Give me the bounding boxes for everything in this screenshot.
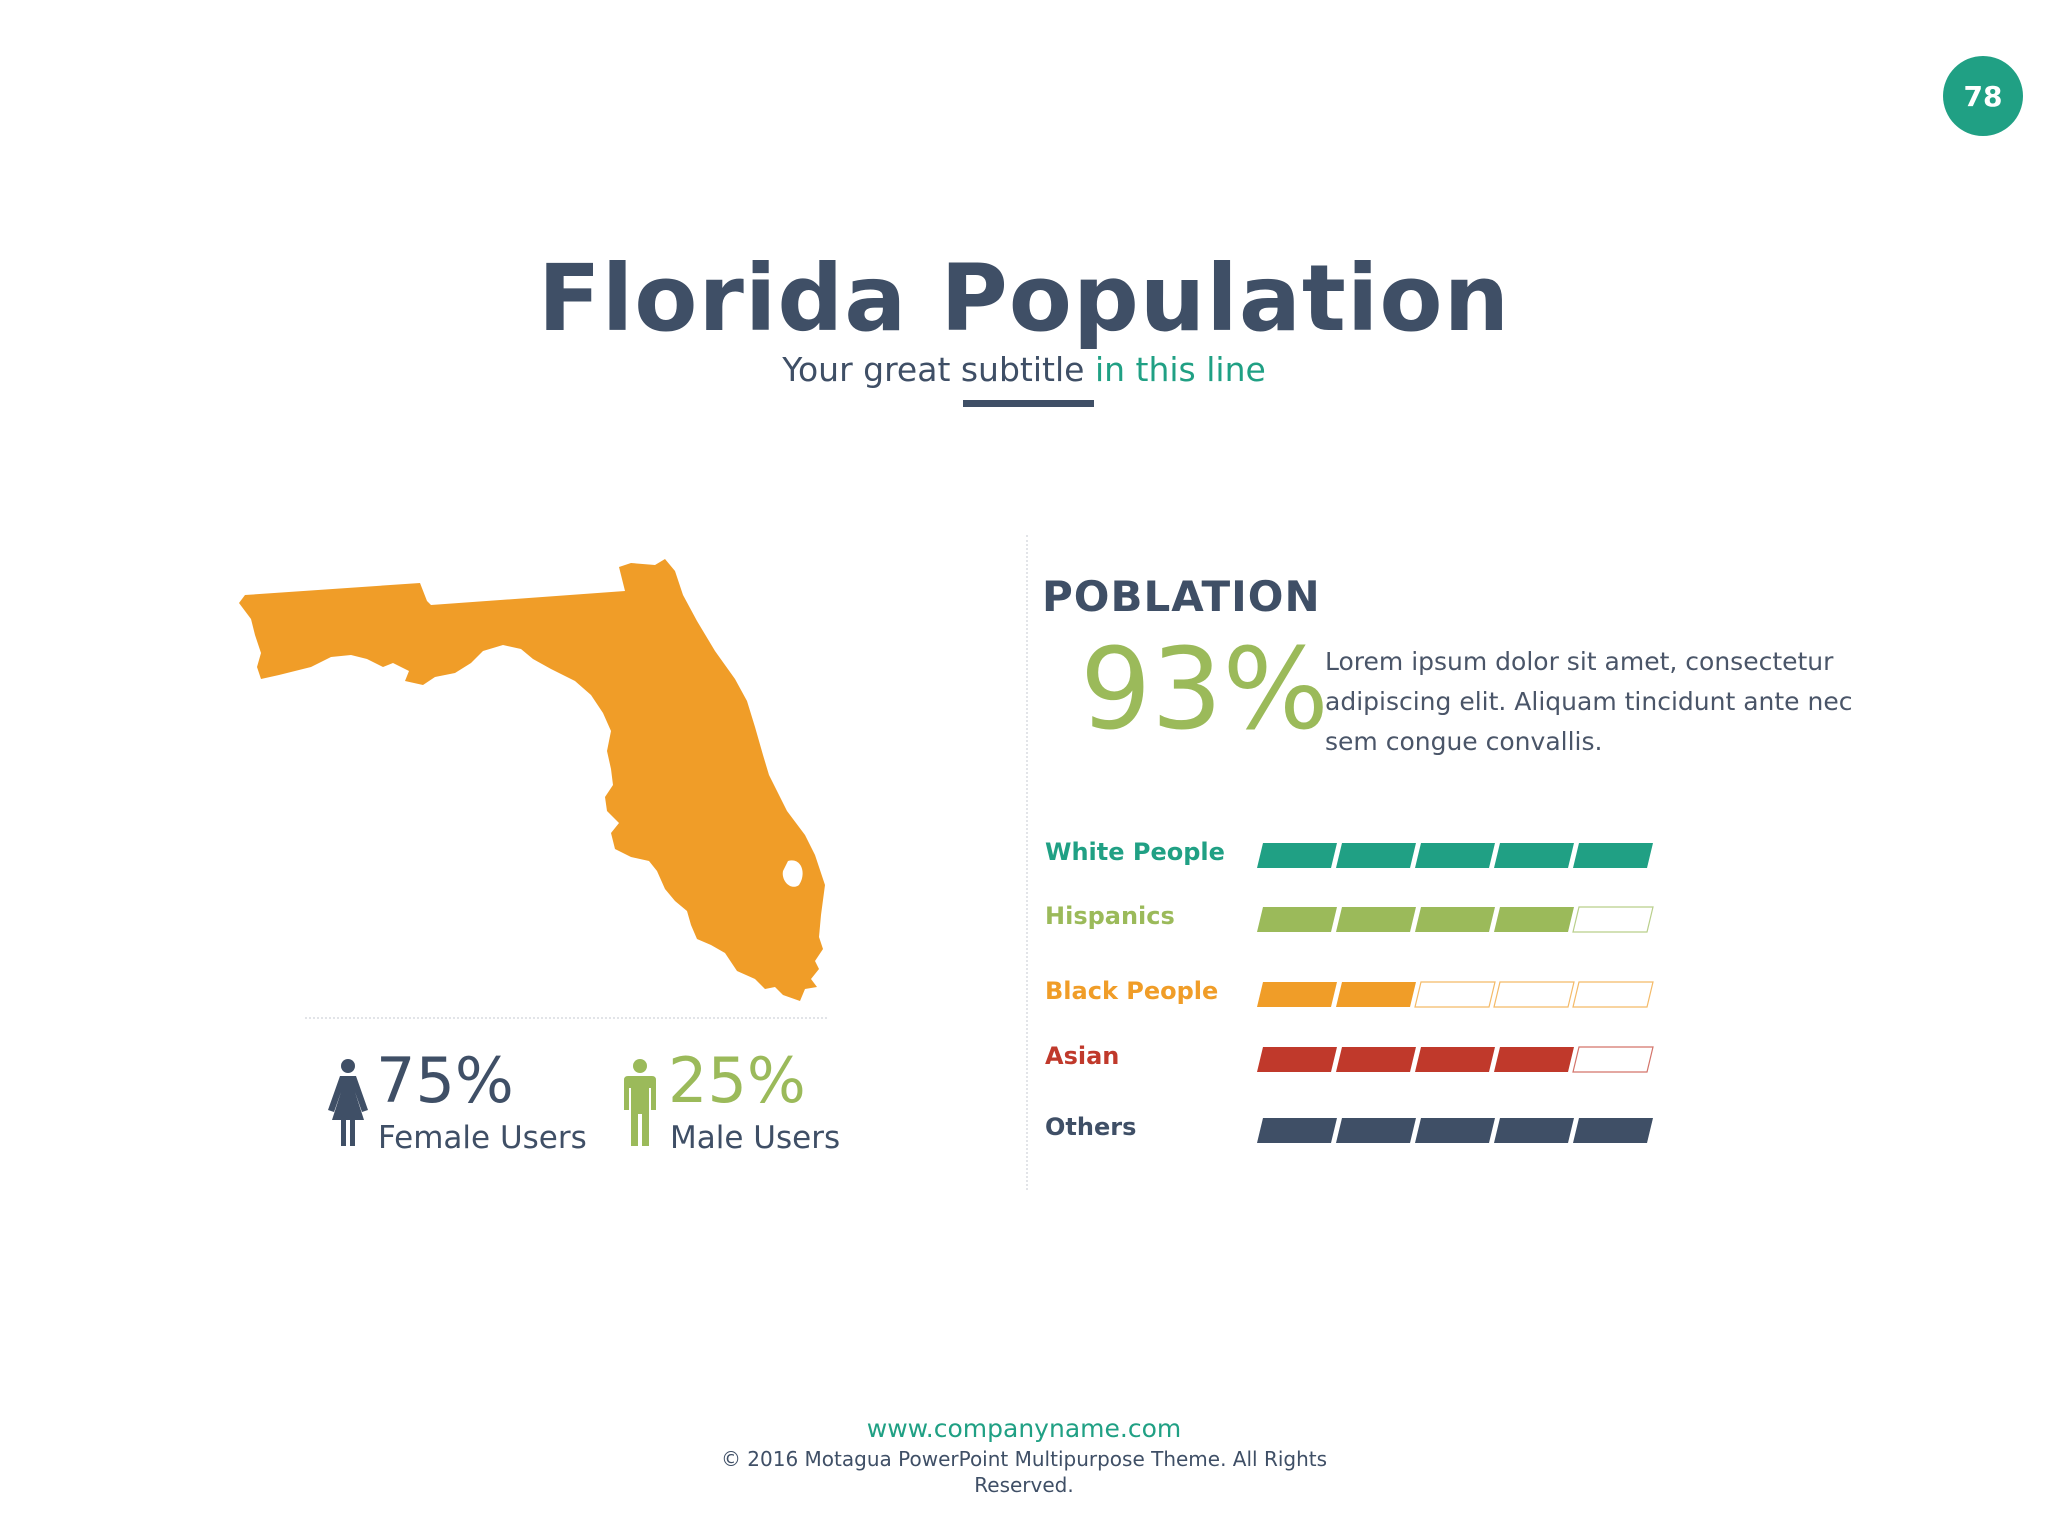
bar-label-others: Others [1045, 1113, 1137, 1141]
bar-black-people [1257, 981, 1654, 1008]
bar-asian [1257, 1046, 1654, 1073]
bar-segment-filled [1257, 907, 1337, 932]
bar-segment-empty [1493, 981, 1575, 1008]
bar-segment-filled [1494, 907, 1574, 932]
bar-label-asian: Asian [1045, 1042, 1120, 1070]
female-users-stat: 75% Female Users [328, 1048, 587, 1156]
bar-segment-filled [1257, 843, 1337, 868]
bar-segment-filled [1573, 843, 1653, 868]
bar-segment-filled [1494, 843, 1574, 868]
description-text: Lorem ipsum dolor sit amet, consectetur … [1325, 647, 1853, 756]
lake-okeechobee [782, 860, 803, 887]
male-users-stat: 25% Male Users [620, 1048, 840, 1156]
footer-copyright: © 2016 Motagua PowerPoint Multipurpose T… [720, 1447, 1328, 1497]
page-number-badge: 78 [1943, 56, 2023, 136]
bar-segment-filled [1573, 1118, 1653, 1143]
bar-label-white-people: White People [1045, 838, 1225, 866]
vertical-divider [1026, 535, 1028, 1190]
florida-shape [239, 559, 825, 1001]
title-underline [963, 400, 1094, 407]
bar-segment-filled [1415, 1118, 1495, 1143]
bar-segment-empty [1572, 1046, 1654, 1073]
bar-hispanics [1257, 906, 1654, 933]
subtitle-accent: in this line [1094, 350, 1266, 389]
page-subtitle: Your great subtitle in this line [0, 350, 2048, 389]
bar-segment-filled [1415, 1047, 1495, 1072]
florida-map-shape [239, 559, 825, 1001]
bar-label-black-people: Black People [1045, 977, 1219, 1005]
bar-segment-filled [1336, 907, 1416, 932]
bar-segment-filled [1336, 1047, 1416, 1072]
bar-segment-filled [1336, 982, 1416, 1007]
female-label: Female Users [378, 1120, 587, 1156]
subtitle-main: Your great subtitle [782, 350, 1085, 389]
bar-segment-empty [1414, 981, 1496, 1008]
bar-segment-filled [1336, 1118, 1416, 1143]
bar-others [1257, 1118, 1653, 1143]
female-percent: 75% [376, 1044, 514, 1117]
male-label: Male Users [670, 1120, 841, 1156]
bar-segment-filled [1415, 907, 1495, 932]
bar-segment-filled [1257, 1047, 1337, 1072]
bar-segment-filled [1257, 982, 1337, 1007]
bar-segment-empty [1572, 906, 1654, 933]
bar-segment-filled [1415, 843, 1495, 868]
bar-segment-filled [1494, 1047, 1574, 1072]
page-title: Florida Population [537, 245, 1511, 352]
section-heading: POBLATION [1042, 572, 1321, 621]
bar-segment-filled [1257, 1118, 1337, 1143]
bar-label-hispanics: Hispanics [1045, 902, 1175, 930]
male-person-icon [620, 1058, 660, 1152]
male-percent: 25% [668, 1044, 806, 1117]
big-percent: 93% [1080, 625, 1329, 755]
florida-map [235, 555, 835, 1015]
map-baseline-divider [305, 1017, 827, 1019]
bar-segment-filled [1336, 843, 1416, 868]
page-number: 78 [1963, 79, 2003, 113]
bar-segment-filled [1494, 1118, 1574, 1143]
female-person-icon [328, 1058, 368, 1152]
footer-url[interactable]: www.companyname.com [866, 1414, 1182, 1443]
bar-white-people [1257, 843, 1653, 868]
bar-segment-empty [1572, 981, 1654, 1008]
